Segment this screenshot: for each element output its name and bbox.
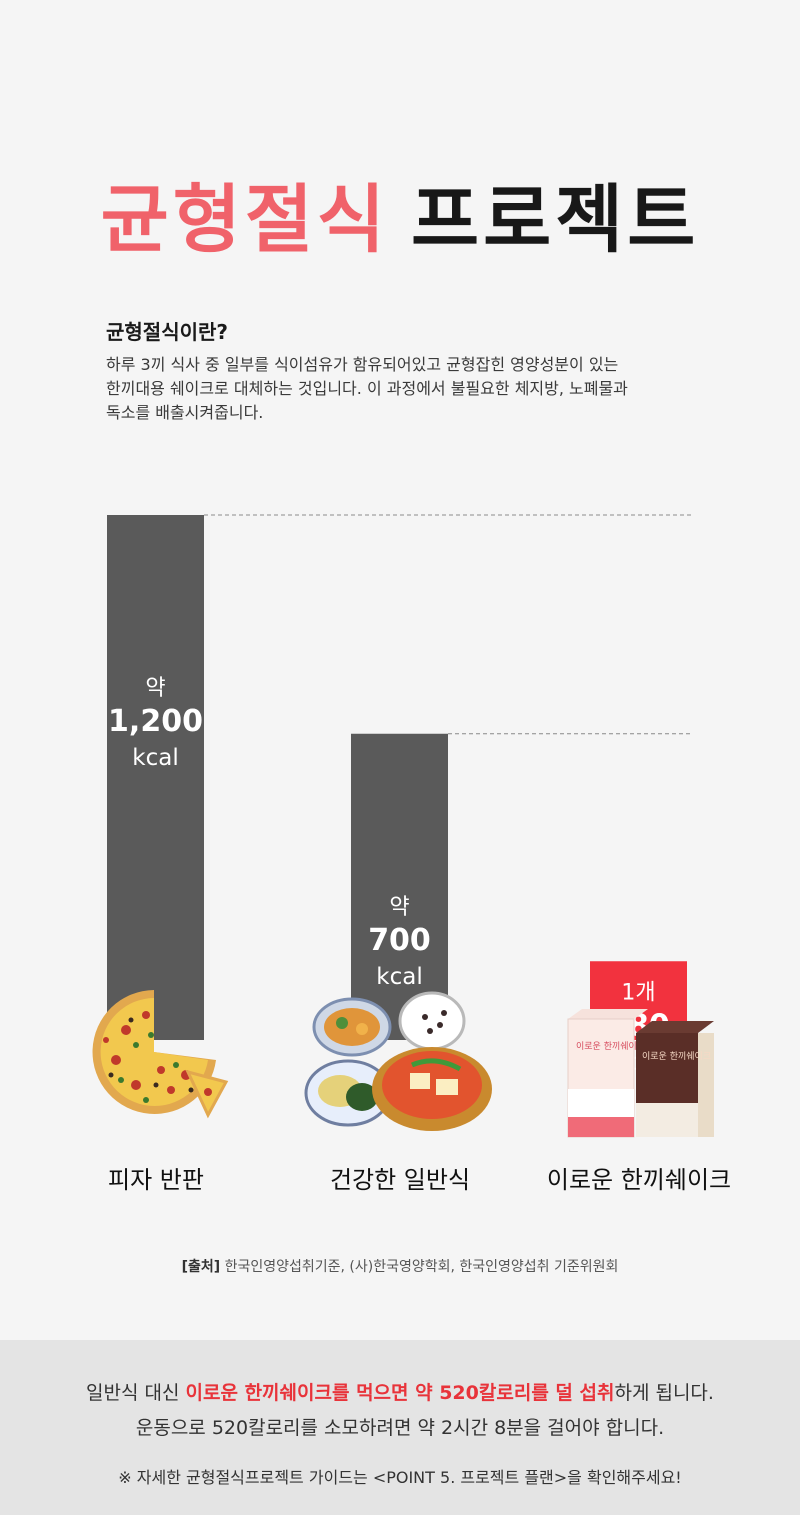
source-text: 한국인영양섭취기준, (사)한국영양학회, 한국인영양섭취 기준위원회 [224, 1259, 619, 1275]
pizza-illustration [92, 990, 229, 1119]
title-accent: 균형절식 [100, 177, 389, 263]
footer-line-2: 운동으로 520칼로리를 소모하려면 약 2시간 8분을 걸어야 합니다. [135, 1417, 665, 1439]
intro-line: 하루 3끼 식사 중 일부를 식이섬유가 함유되어있고 균형잡힌 영양성분이 있… [106, 355, 619, 374]
bar-label-unit: kcal [376, 964, 422, 990]
category-label-pizza: 피자 반판 [108, 1166, 204, 1194]
title-main: 프로젝트 [411, 177, 700, 263]
bar [107, 515, 204, 1040]
bar-label-unit: kcal [132, 745, 178, 771]
footer-note: ※ 자세한 균형절식프로젝트 가이드는 <POINT 5. 프로젝트 플랜>을 … [118, 1468, 682, 1487]
footer-panel: 일반식 대신 이로운 한끼쉐이크를 먹으면 약 520칼로리를 덜 섭취하게 됩… [0, 1340, 800, 1515]
bar-label-value: 700 [368, 923, 431, 958]
bar [351, 733, 448, 1040]
footer-highlight: 이로운 한끼쉐이크를 먹으면 약 520칼로리를 덜 섭취 [185, 1382, 615, 1404]
category-label-meal: 건강한 일반식 [329, 1166, 471, 1194]
category-label-shake: 이로운 한끼쉐이크 [546, 1166, 732, 1194]
bar-label-value: 1,200 [108, 704, 203, 739]
box2-text: 이로운 한끼쉐이크 [642, 1051, 711, 1062]
bar-label-prefix: 1개 [621, 980, 655, 1005]
footer-line-1-pre: 일반식 대신 [86, 1382, 186, 1404]
intro-section: 균형절식이란? 하루 3끼 식사 중 일부를 식이섬유가 함유되어있고 균형잡힌… [106, 316, 706, 425]
footer-line-1-post: 하게 됩니다. [614, 1382, 714, 1404]
meal-illustration [304, 991, 492, 1131]
bar-label-prefix: 약 [389, 895, 409, 920]
intro-body: 하루 3끼 식사 중 일부를 식이섬유가 함유되어있고 균형잡힌 영양성분이 있… [106, 353, 706, 425]
intro-line: 독소를 배출시켜줍니다. [106, 403, 264, 422]
box1-text: 이로운 한끼쉐이크 [576, 1041, 645, 1052]
intro-heading: 균형절식이란? [106, 320, 229, 344]
footer-line-1: 일반식 대신 이로운 한끼쉐이크를 먹으면 약 520칼로리를 덜 섭취하게 됩… [0, 1378, 800, 1405]
shake-product-illustration: 이로운 한끼쉐이크 이로운 한끼쉐이크 [567, 1009, 714, 1138]
page-title: 균형절식 프로젝트 [0, 160, 800, 267]
intro-line: 한끼대용 쉐이크로 대체하는 것입니다. 이 과정에서 불필요한 체지방, 노폐… [106, 379, 628, 398]
bar-label-prefix: 약 [145, 676, 165, 701]
source-label: [출처] [181, 1259, 221, 1275]
source-note: [출처] 한국인영양섭취기준, (사)한국영양학회, 한국인영양섭취 기준위원회 [0, 1256, 800, 1276]
